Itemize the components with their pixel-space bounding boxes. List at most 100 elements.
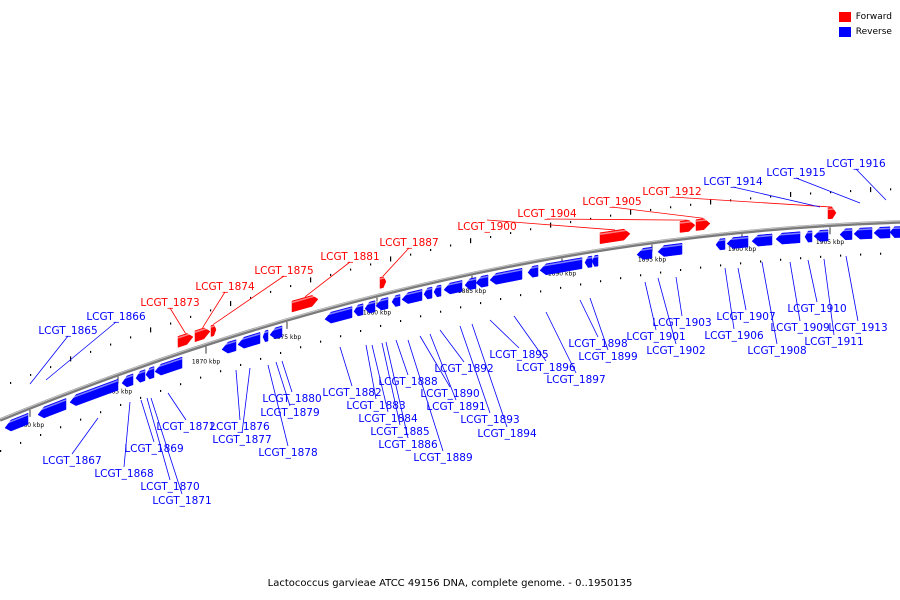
gene-highlight bbox=[194, 326, 211, 333]
gene-reverse-19[interactable] bbox=[443, 280, 463, 295]
track-marker bbox=[170, 322, 172, 325]
track-marker bbox=[580, 283, 582, 286]
scale-tick-label: 1900 kbp bbox=[728, 246, 756, 253]
leader-line bbox=[545, 311, 577, 374]
gene-reverse-25[interactable] bbox=[584, 255, 593, 268]
gene-highlight bbox=[751, 234, 773, 238]
gene-reverse-10[interactable] bbox=[269, 325, 283, 340]
scale-tick-label: 1895 kbp bbox=[638, 257, 666, 264]
label-leader-lines bbox=[29, 168, 887, 495]
gene-reverse-16[interactable] bbox=[401, 289, 423, 304]
reverse-swatch bbox=[838, 26, 851, 37]
gene-highlight bbox=[489, 269, 523, 277]
gene-label: LCGT_1905 bbox=[582, 196, 641, 208]
track-marker bbox=[590, 217, 592, 220]
gene-forward-6[interactable] bbox=[679, 220, 696, 233]
gene-highlight bbox=[37, 399, 67, 412]
track-marker bbox=[650, 208, 652, 211]
gene-label: LCGT_1894 bbox=[477, 428, 537, 440]
gene-reverse-9[interactable] bbox=[262, 329, 269, 343]
gene-label: LCGT_1903 bbox=[652, 317, 711, 329]
gene-reverse-17[interactable] bbox=[423, 286, 433, 300]
track-marker bbox=[820, 255, 822, 258]
track-marker bbox=[770, 195, 772, 198]
gene-reverse-3[interactable] bbox=[121, 373, 134, 388]
leader-line bbox=[275, 361, 291, 407]
gene-reverse-29[interactable] bbox=[715, 238, 726, 251]
gene-label: LCGT_1890 bbox=[420, 388, 479, 400]
leader-line bbox=[459, 325, 491, 414]
gene-reverse-38[interactable] bbox=[889, 226, 900, 238]
track-marker bbox=[410, 253, 412, 256]
gene-reverse-24[interactable] bbox=[539, 257, 583, 276]
track-marker bbox=[330, 273, 332, 276]
gene-reverse-15[interactable] bbox=[391, 294, 401, 307]
gene-forward-2[interactable] bbox=[210, 324, 217, 337]
track-marker bbox=[310, 277, 312, 283]
track-marker bbox=[230, 301, 232, 307]
leader-line bbox=[546, 218, 688, 221]
track-marker bbox=[640, 274, 642, 277]
track-marker bbox=[120, 403, 122, 406]
gene-label: LCGT_1875 bbox=[254, 265, 313, 277]
scale-tick-label: 1885 kbp bbox=[458, 288, 486, 295]
track-marker bbox=[150, 327, 152, 333]
gene-reverse-37[interactable] bbox=[873, 226, 891, 239]
gene-highlight bbox=[636, 247, 653, 252]
leader-line bbox=[123, 401, 131, 468]
track-marker bbox=[0, 450, 2, 452]
gene-forward-8[interactable] bbox=[827, 207, 837, 220]
track-marker bbox=[10, 381, 12, 384]
gene-highlight bbox=[726, 236, 749, 241]
track-marker bbox=[30, 373, 32, 376]
gene-highlight bbox=[262, 330, 269, 334]
gene-label: LCGT_1887 bbox=[379, 237, 438, 249]
gene-forward-3[interactable] bbox=[291, 295, 319, 313]
gene-reverse-36[interactable] bbox=[853, 227, 873, 240]
gene-highlight bbox=[527, 266, 539, 270]
gene-reverse-35[interactable] bbox=[839, 228, 853, 241]
leader-line bbox=[241, 367, 251, 434]
gene-reverse-18[interactable] bbox=[433, 284, 442, 298]
gene-reverse-26[interactable] bbox=[591, 254, 599, 267]
gene-forward-7[interactable] bbox=[695, 218, 711, 231]
gene-reverse-11[interactable] bbox=[324, 306, 353, 324]
gene-reverse-5[interactable] bbox=[145, 366, 155, 380]
gene-reverse-12[interactable] bbox=[353, 303, 364, 317]
gene-reverse-14[interactable] bbox=[375, 297, 389, 311]
gene-reverse-33[interactable] bbox=[804, 230, 813, 243]
leader-line bbox=[644, 281, 657, 331]
scale-tick-label: 1860 kbp bbox=[16, 422, 44, 429]
gene-reverse-22[interactable] bbox=[489, 267, 523, 285]
gene-reverse-8[interactable] bbox=[237, 332, 261, 349]
gene-reverse-20[interactable] bbox=[464, 277, 477, 290]
gene-reverse-13[interactable] bbox=[364, 300, 376, 314]
gene-reverse-21[interactable] bbox=[475, 274, 489, 288]
gene-reverse-4[interactable] bbox=[135, 369, 146, 383]
track-marker bbox=[850, 190, 852, 193]
gene-label: LCGT_1892 bbox=[434, 363, 493, 375]
leader-line bbox=[471, 323, 508, 428]
gene-label: LCGT_1879 bbox=[260, 407, 319, 419]
gene-highlight bbox=[364, 301, 376, 306]
gene-reverse-34[interactable] bbox=[813, 229, 829, 242]
gene-highlight bbox=[464, 278, 477, 282]
leader-line bbox=[724, 267, 735, 330]
track-marker bbox=[480, 302, 482, 305]
track-marker bbox=[90, 350, 92, 353]
gene-label: LCGT_1882 bbox=[322, 387, 381, 399]
leader-line bbox=[281, 360, 293, 393]
gene-label: LCGT_1886 bbox=[378, 439, 438, 451]
gene-highlight bbox=[443, 281, 463, 287]
gene-reverse-23[interactable] bbox=[527, 264, 539, 278]
gene-label: LCGT_1900 bbox=[457, 221, 516, 233]
leader-line bbox=[339, 346, 353, 387]
gene-label: LCGT_1913 bbox=[828, 322, 887, 334]
gene-forward-4[interactable] bbox=[379, 276, 387, 289]
gene-label: LCGT_1901 bbox=[626, 331, 685, 343]
gene-label: LCGT_1895 bbox=[489, 349, 548, 361]
leader-line bbox=[150, 397, 183, 495]
gene-reverse-27[interactable] bbox=[636, 246, 653, 260]
leader-line bbox=[71, 417, 99, 455]
